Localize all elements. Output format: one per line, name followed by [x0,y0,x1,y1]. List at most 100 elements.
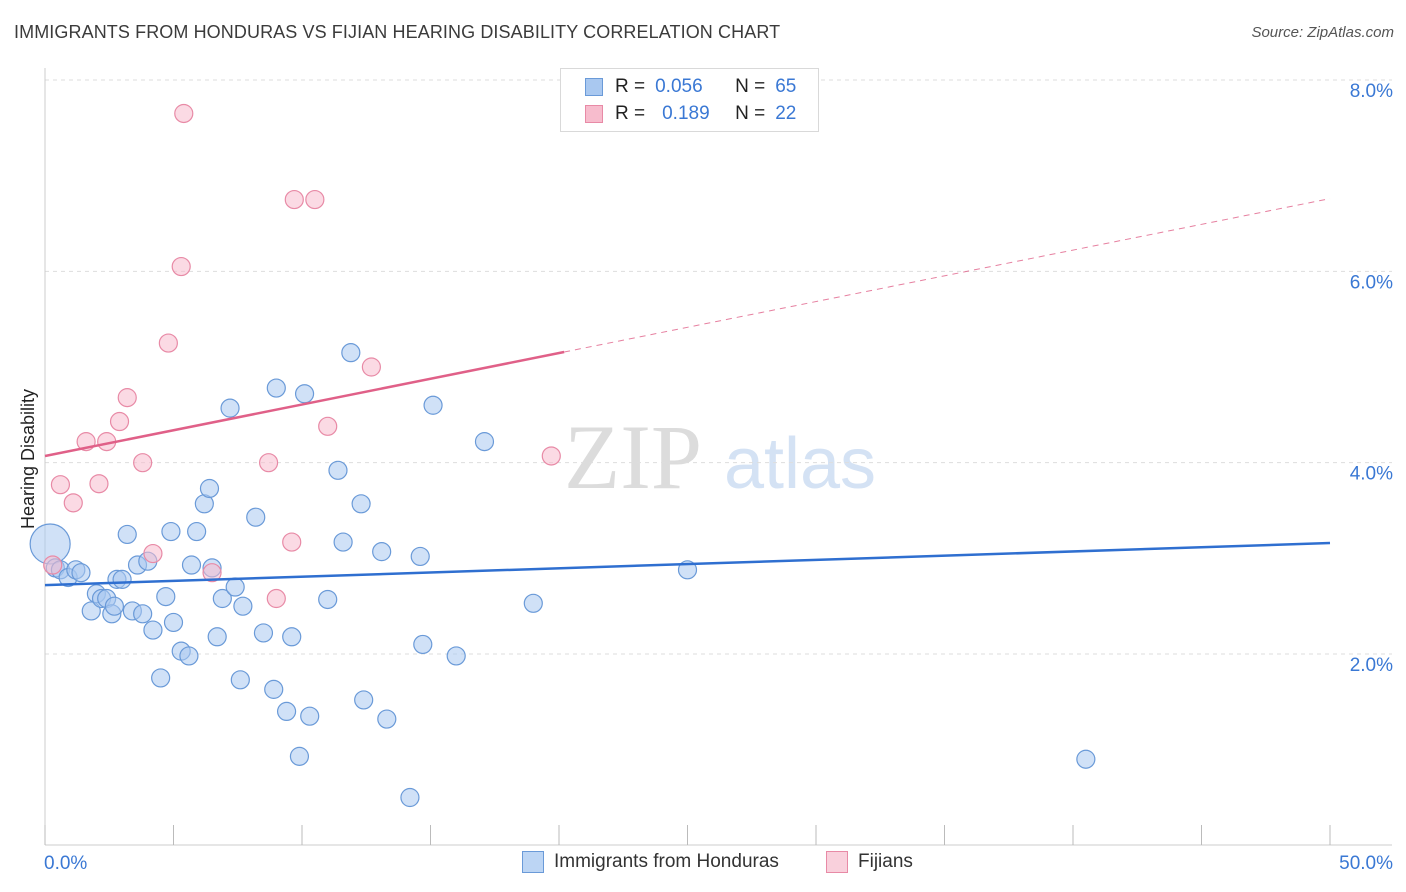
honduras-point [104,596,124,616]
fijian-point [43,555,63,575]
honduras-point [276,701,297,722]
honduras-point [212,588,232,609]
honduras-point [143,620,163,640]
source-credit: Source: ZipAtlas.com [1251,24,1394,41]
honduras-point [294,384,315,404]
fijian-point [258,453,279,473]
fijian-point [158,333,178,353]
legend-n-label: N = [735,76,766,97]
honduras-point [187,521,207,542]
fijians-trend-extension [564,198,1331,353]
fijian-point [117,388,137,408]
honduras-point [207,627,227,647]
honduras-point [333,532,353,552]
legend-r-value: 0.189 [662,103,710,124]
honduras-point [318,589,338,610]
honduras-point [354,690,374,710]
x-tick-label-min: 0.0% [44,853,87,874]
fijian-point [143,543,163,564]
honduras-point [264,679,284,699]
fijian-point [284,189,304,210]
honduras-point [233,596,253,616]
fijian-point [109,411,130,432]
chart-title: IMMIGRANTS FROM HONDURAS VS FIJIAN HEARI… [14,22,781,42]
honduras-point [253,623,274,643]
series-label-honduras: Immigrants from Honduras [554,851,779,872]
fijian-point [202,563,222,583]
fijian-point [133,453,153,473]
legend-r-label: R = [615,103,646,124]
legend-row-fijians: R = 0.189 N = 22 [585,101,796,127]
series-legend-honduras: Immigrants from Honduras [522,851,779,873]
correlation-legend: R = 0.056 N = 65 R = 0.189 N = 22 [560,68,819,132]
legend-row-honduras: R = 0.056 N = 65 [585,74,796,100]
legend-n-label: N = [735,103,766,124]
honduras-point [377,709,397,729]
honduras-point [220,398,240,418]
series-legend-fijians: Fijians [826,851,913,873]
honduras-point [199,478,220,499]
honduras-point [181,555,202,575]
fijian-point [50,475,71,495]
legend-swatch-pink [585,105,603,123]
honduras-point [413,634,433,655]
series-fijians-points [43,103,561,609]
honduras-point [112,569,132,589]
honduras-point [117,524,137,545]
watermark-atlas: atlas [724,424,876,504]
honduras-point [156,586,176,607]
series-swatch-pink [826,851,848,873]
honduras-point [523,593,543,613]
fijian-point [305,189,325,210]
legend-r-value: 0.056 [655,76,703,97]
honduras-point [282,627,302,647]
fijians-trend-line [44,350,565,458]
series-label-fijians: Fijians [858,851,913,872]
honduras-point [151,668,171,688]
honduras-point [372,542,392,562]
y-tick-label: 6.0% [1350,272,1393,293]
honduras-point [1076,749,1096,769]
honduras-point [161,521,181,542]
series-honduras-points [29,343,1096,808]
honduras-point [423,395,443,415]
honduras-point [474,432,495,452]
honduras-point [81,601,101,621]
legend-r-label: R = [615,76,646,97]
honduras-point [289,746,310,766]
legend-n-value: 65 [775,76,797,97]
fijian-point [266,588,286,609]
honduras-point [230,670,250,690]
honduras-point [300,706,320,726]
fijian-point [63,493,83,513]
series-swatch-blue [522,851,544,873]
fijian-point [174,103,194,124]
honduras-point [71,563,91,583]
honduras-point [351,494,371,514]
series-legend: Immigrants from Honduras Fijians [0,851,1406,877]
honduras-point [410,546,430,567]
x-tick-label-max: 50.0% [1339,853,1393,874]
y-tick-label: 8.0% [1350,81,1393,102]
honduras-point [133,604,153,624]
honduras-point [328,460,348,480]
y-axis-label: Hearing Disability [18,389,38,529]
honduras-point [266,378,286,398]
honduras-point [179,646,199,666]
fijian-point [89,474,109,494]
fijian-point [282,532,302,552]
legend-n-value: 22 [775,103,797,124]
y-tick-label: 4.0% [1350,464,1393,485]
y-tick-label: 2.0% [1350,655,1393,676]
fijian-point [361,357,381,377]
fijian-point [541,446,561,466]
honduras-point [225,577,245,597]
honduras-point [163,612,184,633]
honduras-point [341,343,361,363]
honduras-trend-line [44,541,1331,587]
watermark-zip: ZIP [564,406,702,508]
fijian-point [171,256,191,277]
legend-swatch-blue [585,78,603,96]
honduras-point [400,787,420,808]
